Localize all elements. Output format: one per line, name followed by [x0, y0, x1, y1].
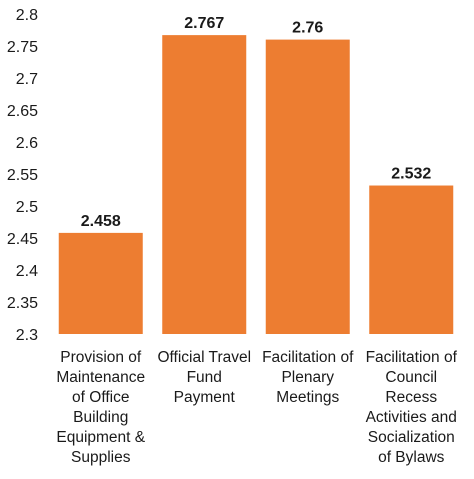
bar — [265, 39, 350, 334]
x-category-label: Facilitation of Council Recess Activities a… — [366, 349, 458, 466]
y-tick-label: 2.5 — [16, 199, 38, 216]
x-category-label-line: Building — [73, 409, 128, 426]
y-tick-label: 2.35 — [7, 295, 38, 312]
bars-group — [58, 35, 454, 335]
x-category-label-line: Facilitation of — [366, 349, 458, 366]
y-axis: 2.3 2.35 2.4 2.45 2.5 2.55 2.6 2.65 2.7 2.75 2.8 — [7, 7, 38, 344]
x-category-label: Facilitation of Plenary Meetings — [262, 349, 354, 406]
bar — [58, 232, 143, 334]
x-category-label-line: Maintenance — [56, 369, 145, 386]
x-category-label-line: Socialization — [368, 429, 455, 446]
y-tick-label: 2.65 — [7, 103, 38, 120]
x-category-label-line: of Bylaws — [378, 449, 445, 466]
y-tick-label: 2.7 — [16, 71, 38, 88]
y-tick-label: 2.8 — [16, 7, 38, 24]
x-category-label-line: Meetings — [276, 389, 339, 406]
x-category-label-line: Council — [385, 369, 437, 386]
x-category-label: Provision of Maintenance of Office Building… — [56, 349, 145, 466]
data-labels-group: 2.458 2.767 2.76 2.532 — [81, 15, 432, 230]
bar — [369, 185, 454, 334]
x-category-label-line: Provision of — [60, 349, 142, 366]
x-category-label-line: Recess — [385, 389, 437, 406]
y-tick-label: 2.4 — [16, 263, 38, 280]
x-category-label-line: Supplies — [71, 449, 131, 466]
x-category-label-line: Equipment & — [56, 429, 145, 446]
data-label: 2.76 — [292, 20, 323, 37]
x-category-label-line: Fund — [187, 369, 222, 386]
x-category-label: Official Travel Fund Payment — [157, 349, 251, 406]
y-tick-label: 2.6 — [16, 135, 38, 152]
y-tick-label: 2.3 — [16, 327, 38, 344]
x-category-label-line: Payment — [174, 389, 236, 406]
data-label: 2.458 — [81, 213, 121, 230]
y-tick-label: 2.45 — [7, 231, 38, 248]
x-category-label-line: Activities and — [366, 409, 457, 426]
bar — [162, 35, 247, 335]
y-tick-label: 2.55 — [7, 167, 38, 184]
x-category-label-line: Official Travel — [157, 349, 251, 366]
data-label: 2.532 — [391, 166, 431, 183]
data-label: 2.767 — [184, 15, 224, 32]
x-category-label-line: of Office — [72, 389, 129, 406]
x-axis: Provision of Maintenance of Office Building… — [56, 349, 457, 466]
x-category-label-line: Plenary — [281, 369, 334, 386]
x-category-label-line: Facilitation of — [262, 349, 354, 366]
y-tick-label: 2.75 — [7, 39, 38, 56]
